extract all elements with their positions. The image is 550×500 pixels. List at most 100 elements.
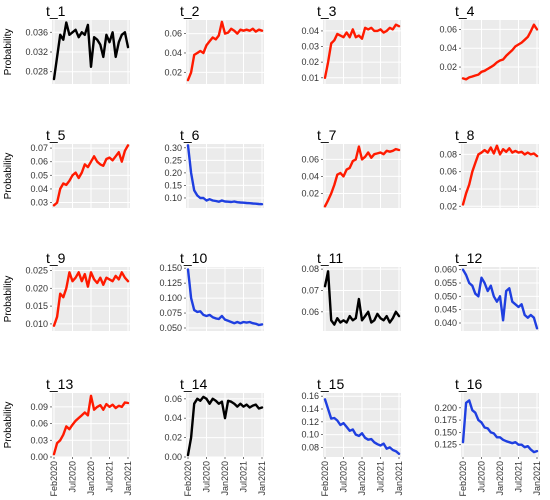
y-tick-label: 0.06 [301, 154, 319, 164]
x-tick-label: Jul2020 [68, 461, 78, 493]
x-tick-label: Jul2020 [477, 461, 487, 493]
y-tick-label: 0.06 [439, 167, 457, 177]
y-tick-label: 0.04 [439, 184, 457, 194]
y-tick-label: 0.02 [164, 433, 182, 443]
y-tick-label: 0.125 [159, 278, 182, 288]
y-tick-label: 0.200 [434, 403, 457, 413]
series-line [461, 23, 539, 81]
chart-title: t_10 [180, 250, 207, 266]
series-line [52, 21, 130, 81]
y-tick-label: 0.00 [30, 452, 48, 462]
y-tick-label: 0.03 [30, 198, 48, 208]
x-tick-label: Jan2021 [394, 461, 404, 496]
y-tick-label: 0.02 [164, 67, 182, 77]
y-tick-label: 0.02 [439, 201, 457, 211]
y-tick-label: 0.08 [439, 149, 457, 159]
series-line [52, 271, 130, 327]
y-tick-label: 0.050 [434, 291, 457, 301]
x-tick-label: Feb2020 [183, 461, 193, 497]
chart-title: t_4 [455, 3, 475, 19]
series-line [461, 268, 539, 330]
y-tick-label: 0.032 [25, 47, 48, 57]
y-tick-label: 0.100 [159, 293, 182, 303]
series-line [52, 144, 130, 207]
y-tick-label: 0.02 [301, 57, 319, 67]
y-tick-label: 0.02 [439, 62, 457, 72]
chart-panel-t-8: t_8 0.02 0.04 0.06 0.08 [439, 127, 539, 211]
y-tick-label: 0.08 [301, 264, 319, 274]
y-tick-label: 0.06 [301, 307, 319, 317]
y-tick-label: 0.30 [164, 143, 182, 153]
x-tick-label: Feb2020 [320, 461, 330, 497]
chart-title: t_2 [180, 3, 200, 19]
y-tick-label: 0.06 [164, 394, 182, 404]
chart-panel-t-14: t_14 0.00 0.02 0.04 0.06 Feb2020 Jul2020 Jan202… [164, 376, 267, 497]
y-tick-label: 0.04 [301, 171, 319, 181]
y-tick-label: 0.125 [434, 440, 457, 450]
y-tick-label: 0.07 [301, 285, 319, 295]
x-tick-label: Jan2020 [357, 461, 367, 496]
y-tick-label: 0.10 [164, 193, 182, 203]
y-tick-label: 0.04 [439, 43, 457, 53]
y-axis-label: Probability [3, 153, 14, 200]
series-line [52, 394, 130, 456]
series-line [186, 268, 264, 327]
y-tick-label: 0.060 [434, 265, 457, 275]
y-tick-label: 0.175 [434, 415, 457, 425]
y-tick-label: 0.045 [434, 305, 457, 315]
chart-panel-t-15: t_15 0.08 0.10 0.12 0.14 0.16 Feb2020 Jul2020 Ja… [301, 376, 404, 497]
chart-title: t_16 [455, 376, 482, 392]
x-tick-label: Jan2021 [257, 461, 267, 496]
chart-title: t_3 [317, 3, 337, 19]
y-tick-label: 0.07 [30, 143, 48, 153]
y-tick-label: 0.06 [164, 29, 182, 39]
series-line [323, 145, 401, 208]
y-tick-label: 0.010 [25, 319, 48, 329]
x-tick-label: Jul2020 [202, 461, 212, 493]
y-tick-label: 0.14 [301, 404, 319, 414]
chart-panel-t-5: t_5 0.03 0.04 0.05 0.06 0.07 Probability [3, 127, 130, 208]
chart-title: t_15 [317, 376, 344, 392]
series-line [323, 270, 401, 326]
x-tick-label: Feb2020 [458, 461, 468, 497]
chart-panel-t-16: t_16 0.125 0.150 0.175 0.200 Feb2020 Jul2020 Ja… [434, 376, 542, 497]
y-tick-label: 0.050 [159, 323, 182, 333]
y-tick-label: 0.04 [30, 184, 48, 194]
y-tick-label: 0.20 [164, 168, 182, 178]
chart-title: t_12 [455, 250, 482, 266]
x-tick-label: Jul2021 [239, 461, 249, 493]
y-tick-label: 0.025 [25, 266, 48, 276]
x-tick-label: Feb2020 [49, 461, 59, 497]
y-tick-label: 0.12 [301, 417, 319, 427]
series-line [186, 144, 264, 206]
chart-panel-t-10: t_10 0.050 0.075 0.100 0.125 0.150 [159, 250, 264, 333]
chart-title: t_8 [455, 127, 475, 143]
y-tick-label: 0.09 [30, 402, 48, 412]
chart-panel-t-1: t_1 0.028 0.032 0.036 Probability [3, 3, 130, 84]
series-line [461, 399, 539, 454]
chart-panel-t-12: t_12 0.040 0.045 0.050 0.055 0.060 [434, 250, 539, 331]
y-axis-label: Probability [3, 276, 14, 323]
y-tick-label: 0.150 [159, 263, 182, 273]
y-tick-label: 0.06 [439, 24, 457, 34]
series-line [186, 395, 264, 457]
x-tick-label: Jul2021 [105, 461, 115, 493]
y-axis-label: Probability [3, 29, 14, 76]
chart-title: t_1 [46, 3, 66, 19]
chart-title: t_6 [180, 127, 200, 143]
chart-title: t_7 [317, 127, 337, 143]
x-tick-label: Jul2021 [376, 461, 386, 493]
chart-title: t_9 [46, 250, 66, 266]
y-tick-label: 0.020 [25, 283, 48, 293]
y-tick-label: 0.02 [301, 188, 319, 198]
chart-title: t_13 [46, 376, 73, 392]
y-tick-label: 0.015 [25, 301, 48, 311]
y-tick-label: 0.04 [164, 413, 182, 423]
chart-panel-t-13: t_13 0.00 0.03 0.06 0.09 Probability Feb2020 Ju… [3, 376, 133, 497]
y-tick-label: 0.16 [301, 391, 319, 401]
x-tick-label: Jul2020 [339, 461, 349, 493]
y-axis-label: Probability [3, 402, 14, 449]
y-tick-label: 0.055 [434, 278, 457, 288]
y-tick-label: 0.06 [30, 157, 48, 167]
